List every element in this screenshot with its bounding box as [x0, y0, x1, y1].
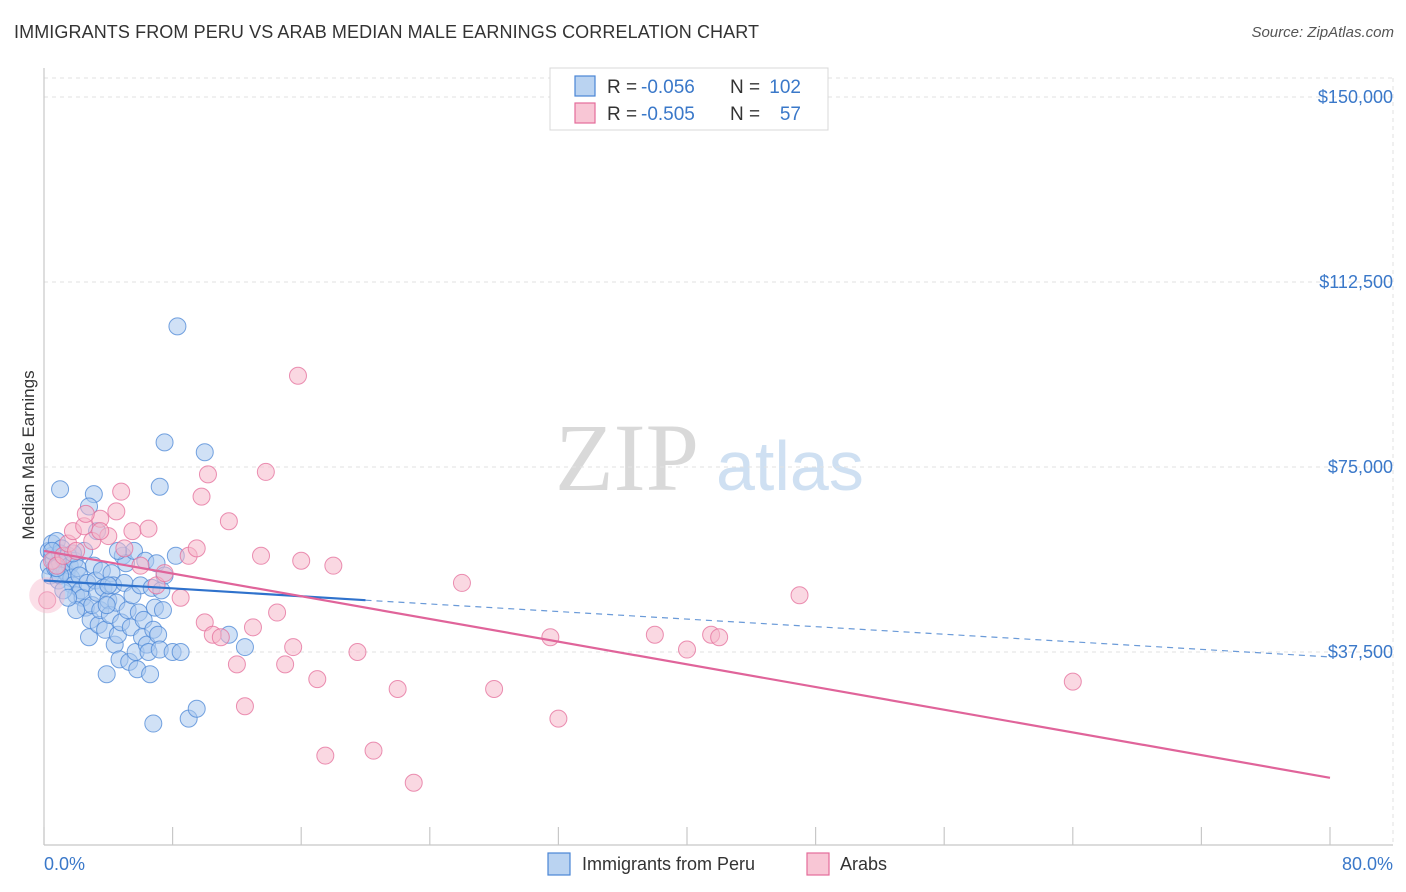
scatter-point-cluster — [29, 577, 66, 614]
y-tick-label: $37,500 — [1328, 642, 1393, 662]
bottom-legend-label-peru: Immigrants from Peru — [582, 854, 755, 874]
trend-lines — [43, 549, 1331, 779]
scatter-point — [171, 588, 190, 607]
legend-box: R = -0.056 N = 102 R = -0.505 N = 57 — [549, 67, 829, 131]
legend-swatch-peru — [574, 75, 596, 97]
tick-labels: $37,500 $75,000 $112,500 $150,000 — [1318, 87, 1393, 662]
scatter-point — [187, 539, 206, 558]
scatter-point — [155, 433, 174, 452]
legend-r-label-peru: R = — [607, 77, 637, 98]
scatter-point — [252, 546, 271, 565]
y-tick-label: $75,000 — [1328, 457, 1393, 477]
scatter-point — [97, 665, 116, 684]
legend-n-label-peru: N = — [730, 77, 760, 98]
legend-n-label-arabs: N = — [730, 104, 760, 125]
scatter-point — [645, 625, 664, 644]
scatter-point — [107, 502, 126, 521]
scatter-point — [192, 487, 211, 506]
bottom-legend-swatch-arabs — [806, 852, 830, 876]
scatter-point — [187, 699, 206, 718]
scatter-point — [235, 697, 254, 716]
scatter-point — [91, 522, 110, 541]
scatter-point — [388, 680, 407, 698]
scatter-point — [710, 628, 729, 647]
trend-line-peru-extension — [365, 599, 1331, 658]
y-axis-label: Median Male Earnings — [19, 370, 38, 539]
scatter-point — [404, 773, 423, 792]
scatter-point — [678, 640, 696, 659]
scatter-point — [308, 670, 327, 689]
scatter-point — [195, 443, 214, 462]
scatter-point — [123, 522, 142, 541]
bottom-legend-swatch-peru — [547, 852, 571, 876]
legend-r-value-arabs: -0.505 — [641, 104, 695, 125]
scatter-point — [364, 741, 383, 760]
scatter-point — [324, 556, 343, 575]
scatter-point — [288, 366, 307, 385]
scatter-point — [541, 628, 560, 647]
legend-r-label-arabs: R = — [607, 104, 637, 125]
legend-frame — [549, 67, 829, 131]
scatter-point — [284, 638, 303, 657]
legend-n-value-arabs: 57 — [780, 104, 801, 125]
bottom-legend-label-arabs: Arabs — [840, 854, 887, 874]
legend-r-value-peru: -0.056 — [641, 77, 695, 98]
scatter-point — [97, 596, 116, 615]
scatter-point — [115, 539, 134, 558]
scatter-point — [243, 618, 262, 637]
source-credit: Source: ZipAtlas.com — [1251, 24, 1394, 41]
scatter-point — [276, 655, 295, 674]
scatter-point — [171, 643, 190, 661]
scatter-point — [219, 512, 238, 531]
scatter-point — [790, 586, 809, 605]
scatter-point — [168, 317, 187, 336]
scatter-point — [38, 591, 57, 610]
scatter-point — [452, 573, 471, 592]
scatter-point — [153, 601, 172, 620]
scatter-point — [485, 680, 504, 698]
scatter-point — [211, 628, 230, 647]
scatter-point — [198, 465, 217, 484]
x-tick-label-max: 80.0% — [1342, 854, 1393, 874]
scatter-point — [150, 477, 169, 496]
scatter-point — [76, 504, 95, 523]
scatter-point — [112, 482, 131, 501]
watermark-zip: ZIP — [555, 404, 699, 511]
scatter-point — [235, 638, 254, 657]
chart-title: IMMIGRANTS FROM PERU VS ARAB MEDIAN MALE… — [14, 22, 760, 42]
scatter-point — [51, 480, 70, 499]
scatter-point — [131, 556, 150, 575]
axes — [43, 68, 1393, 846]
watermark-atlas: atlas — [716, 427, 864, 505]
scatter-point — [227, 655, 246, 674]
legend-swatch-arabs — [574, 102, 596, 124]
trend-line-peru — [43, 579, 366, 602]
y-tick-label: $150,000 — [1318, 87, 1393, 107]
bottom-legend: Immigrants from Peru Arabs — [547, 852, 887, 876]
scatter-point — [268, 603, 287, 622]
scatter-point — [139, 519, 158, 538]
scatter-point — [1063, 672, 1082, 691]
scatter-point — [141, 665, 160, 684]
y-tick-label: $112,500 — [1319, 272, 1393, 292]
scatter-point — [59, 588, 78, 607]
scatter-point — [292, 551, 311, 570]
x-tick-label-min: 0.0% — [44, 854, 85, 874]
scatter-point — [144, 714, 163, 733]
trend-line-arabs — [43, 549, 1331, 779]
scatter-point — [348, 643, 367, 661]
legend-n-value-peru: 102 — [769, 77, 801, 98]
scatter-point — [549, 709, 568, 728]
scatter-point — [256, 462, 275, 481]
scatter-point — [316, 746, 335, 765]
